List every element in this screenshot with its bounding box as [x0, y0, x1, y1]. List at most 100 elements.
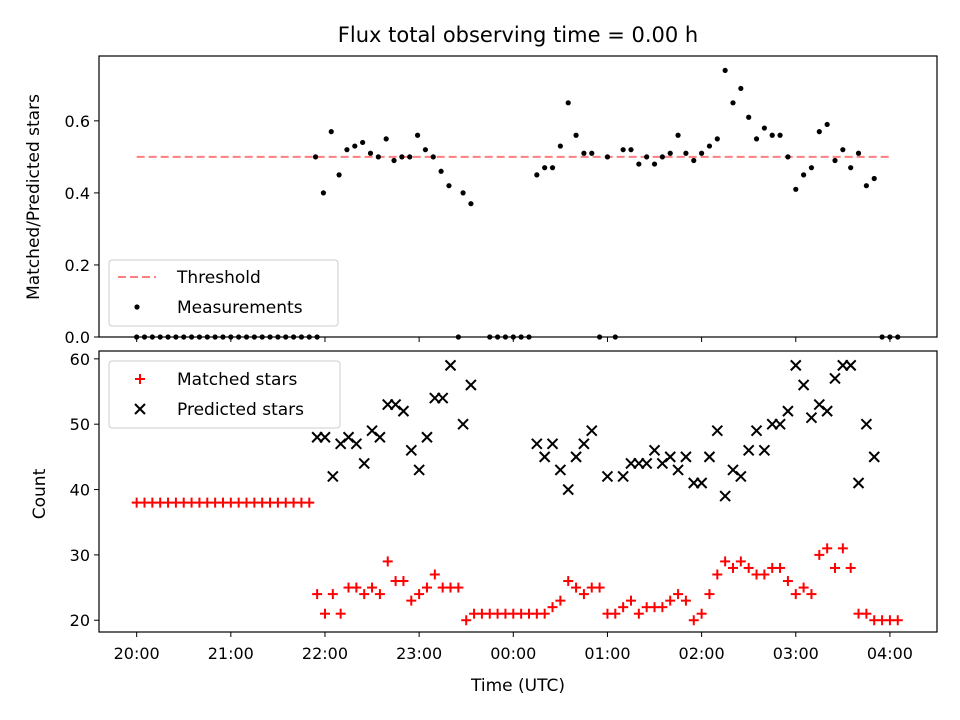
bottom-ytick-label: 50 — [70, 415, 90, 434]
predicted-stars-point — [570, 451, 582, 463]
predicted-stars-point — [640, 457, 653, 470]
measurement-point — [367, 150, 374, 156]
predicted-stars-point — [586, 425, 598, 437]
bottom-legend: Matched stars Predicted stars — [108, 360, 341, 429]
bottom-ylabel: Count — [30, 468, 50, 519]
xtick-label: 23:00 — [396, 644, 442, 663]
xtick-label: 01:00 — [584, 644, 630, 663]
predicted-stars-point — [703, 451, 716, 463]
matched-stars-point — [539, 608, 550, 619]
xtick-label: 20:00 — [114, 644, 160, 663]
predicted-stars-point — [735, 470, 747, 483]
measurement-point — [375, 154, 381, 160]
matched-stars-point — [680, 595, 691, 606]
predicted-stars-point — [601, 470, 614, 483]
matched-stars-point — [814, 549, 825, 560]
predicted-stars-point — [719, 490, 731, 502]
measurement-point — [683, 150, 689, 156]
measurement-point — [793, 186, 799, 192]
predicted-stars-point — [465, 379, 477, 391]
measurement-point — [320, 190, 327, 196]
matched-stars-point — [720, 556, 731, 567]
top-panel: 0.0 0.2 0.4 0.6 Threshold Measurements — [65, 55, 938, 347]
predicted-stars-point — [672, 464, 684, 476]
matched-stars-point — [351, 582, 362, 593]
measurement-point — [706, 143, 713, 149]
predicted-stars-point — [852, 477, 865, 489]
measurement-point — [808, 165, 815, 171]
matched-stars-point — [657, 602, 668, 613]
predicted-stars-point — [350, 438, 363, 450]
measurement-point — [871, 175, 877, 182]
top-ytick-label: 0.4 — [65, 184, 90, 203]
legend-threshold-label: Threshold — [176, 268, 261, 288]
matched-stars-point — [688, 615, 699, 626]
matched-stars-point — [696, 608, 707, 619]
matched-stars-point — [829, 562, 840, 573]
matched-stars-point — [578, 589, 589, 600]
measurement-point — [832, 157, 838, 164]
measurement-point — [675, 132, 681, 138]
predicted-stars-point — [711, 425, 724, 437]
matched-stars-point — [743, 562, 754, 573]
predicted-stars-point — [436, 392, 449, 404]
predicted-stars-point — [868, 451, 880, 463]
legend-measurements-swatch — [134, 304, 140, 310]
matched-stars-point — [625, 595, 636, 606]
predicted-stars-point — [790, 359, 802, 372]
measurement-point — [699, 150, 705, 156]
measurement-point — [534, 172, 540, 178]
measurement-point — [557, 143, 563, 149]
top-ytick-label: 0.0 — [65, 328, 90, 347]
predicted-stars-point — [617, 470, 629, 483]
top-axes-frame — [98, 55, 938, 338]
bottom-axes-frame — [98, 350, 938, 633]
measurement-point — [360, 139, 366, 146]
measurement-point — [816, 129, 822, 135]
top-legend: Threshold Measurements — [108, 259, 339, 327]
matched-stars-point — [806, 589, 817, 600]
measurement-point — [628, 147, 634, 153]
measurement-point — [604, 154, 611, 160]
predicted-stars-point — [797, 379, 810, 391]
measurement-point — [312, 154, 319, 160]
predicted-stars-point — [562, 483, 574, 496]
matched-stars-point — [547, 602, 558, 613]
measurement-point — [714, 136, 720, 142]
predicted-stars-point — [774, 418, 786, 430]
legend-predicted-swatch — [134, 403, 146, 415]
matched-stars-point — [304, 497, 315, 508]
matched-stars-point — [382, 556, 393, 567]
measurement-point — [738, 85, 744, 92]
xtick-label: 21:00 — [208, 644, 254, 663]
predicted-stars-point — [680, 451, 692, 463]
predicted-stars-point — [538, 451, 551, 463]
measurement-point — [589, 150, 595, 156]
measurement-point — [399, 154, 405, 160]
measurement-point — [761, 125, 767, 131]
matched-stars-point — [312, 589, 323, 600]
measurement-point — [667, 150, 673, 156]
measurement-point — [422, 147, 429, 153]
top-ytick-label: 0.6 — [65, 112, 90, 131]
matched-stars-point — [555, 595, 566, 606]
predicted-stars-point — [844, 359, 857, 372]
measurement-point — [438, 168, 444, 174]
predicted-stars-point — [421, 431, 433, 443]
measurement-point — [691, 157, 697, 164]
measurement-point — [801, 172, 807, 178]
legend-predicted-label: Predicted stars — [177, 400, 304, 420]
measurement-point — [344, 147, 350, 153]
predicted-stars-point — [546, 438, 559, 450]
matched-stars-point — [571, 582, 582, 593]
top-ytick-label: 0.2 — [65, 256, 90, 275]
matched-stars-point — [665, 595, 676, 606]
matched-stars-point — [421, 582, 432, 593]
matched-stars-point — [610, 608, 621, 619]
matched-stars-point — [414, 589, 425, 600]
predicted-stars-point — [782, 405, 794, 417]
measurement-point — [651, 161, 658, 167]
matched-stars-point — [429, 569, 440, 580]
predicted-stars-point — [758, 444, 771, 457]
